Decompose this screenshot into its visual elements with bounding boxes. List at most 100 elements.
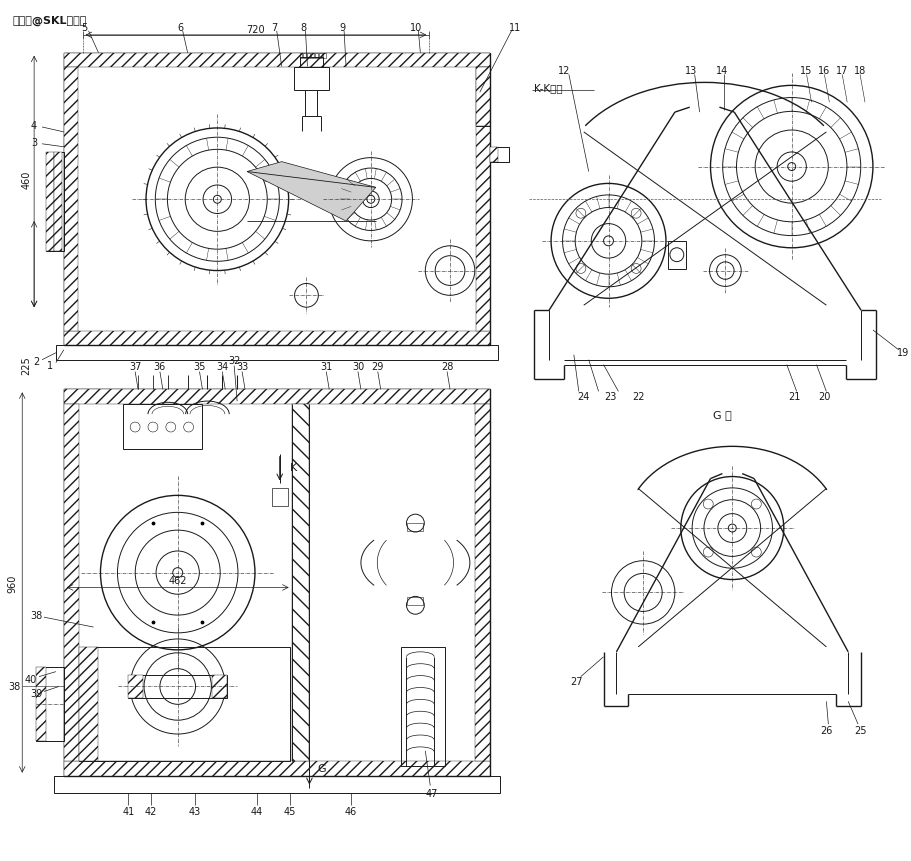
Bar (489, 147, 497, 163)
Text: 25: 25 (853, 725, 865, 735)
Text: G 面: G 面 (712, 410, 731, 419)
Text: 37: 37 (128, 362, 141, 371)
Bar (407, 598, 423, 605)
Text: 2: 2 (33, 356, 39, 366)
Text: 39: 39 (30, 689, 42, 698)
Bar (64, 331, 489, 345)
Text: 34: 34 (216, 362, 228, 371)
Bar (212, 675, 227, 698)
Text: 11: 11 (508, 23, 521, 33)
Bar (307, 53, 310, 59)
Text: 42: 42 (145, 807, 157, 816)
Bar (54, 776, 499, 794)
Bar (475, 405, 489, 761)
Text: 16: 16 (817, 65, 830, 76)
Bar (123, 405, 202, 449)
Text: 22: 22 (631, 392, 644, 402)
Text: 3: 3 (31, 138, 37, 147)
Polygon shape (247, 163, 375, 222)
Bar (64, 53, 489, 67)
Text: K: K (290, 462, 297, 472)
Text: G: G (317, 763, 325, 773)
Text: 31: 31 (320, 362, 332, 371)
Text: 23: 23 (604, 392, 616, 402)
Bar (54, 152, 62, 251)
Bar (64, 67, 77, 331)
Text: 43: 43 (189, 807, 200, 816)
Bar (36, 667, 64, 741)
Text: 21: 21 (788, 392, 800, 402)
Text: 35: 35 (193, 362, 206, 371)
Bar (303, 53, 306, 59)
Text: 1: 1 (46, 360, 53, 370)
Bar (78, 647, 290, 761)
Bar (46, 152, 64, 251)
Bar (667, 242, 685, 269)
Text: 15: 15 (800, 65, 812, 76)
Bar (476, 67, 489, 331)
Text: 19: 19 (896, 347, 907, 357)
Text: 搜狐号@SKL斯科勒: 搜狐号@SKL斯科勒 (13, 16, 87, 27)
Bar (299, 58, 322, 67)
Bar (407, 523, 423, 531)
Text: 9: 9 (339, 23, 344, 33)
Bar (56, 345, 497, 360)
Bar (64, 390, 489, 776)
Text: 38: 38 (30, 610, 42, 621)
Text: 46: 46 (344, 807, 357, 816)
Bar (64, 405, 78, 761)
Bar (322, 53, 326, 59)
Bar (311, 53, 314, 59)
Text: 6: 6 (178, 23, 183, 33)
Text: 28: 28 (440, 362, 453, 371)
Text: 38: 38 (8, 682, 20, 691)
Text: 4: 4 (31, 121, 37, 131)
Text: 10: 10 (410, 23, 422, 33)
Text: 40: 40 (25, 674, 37, 684)
Bar (489, 147, 509, 163)
Bar (128, 675, 227, 698)
Text: 5: 5 (81, 23, 87, 33)
Text: 460: 460 (21, 170, 31, 189)
Text: 44: 44 (251, 807, 262, 816)
Text: 960: 960 (7, 573, 17, 592)
Text: 24: 24 (577, 392, 589, 402)
Bar (400, 647, 445, 765)
Bar (64, 761, 489, 776)
Text: 14: 14 (715, 65, 728, 76)
Bar (128, 675, 143, 698)
Bar (271, 489, 287, 506)
Text: 17: 17 (835, 65, 847, 76)
Text: 7: 7 (271, 23, 278, 33)
Bar (46, 152, 54, 251)
Text: 26: 26 (819, 725, 832, 735)
Bar (36, 667, 46, 741)
Text: 32: 32 (228, 356, 241, 365)
Text: 45: 45 (283, 807, 295, 816)
Text: 462: 462 (169, 575, 187, 585)
Bar (476, 67, 489, 127)
Bar (319, 53, 322, 59)
Text: 41: 41 (122, 807, 134, 816)
Bar (64, 53, 489, 345)
Text: 47: 47 (425, 789, 438, 798)
Text: 30: 30 (352, 362, 363, 371)
Bar (78, 647, 98, 761)
Bar (292, 405, 309, 761)
Text: 225: 225 (21, 356, 31, 375)
Text: 18: 18 (853, 65, 865, 76)
Text: 12: 12 (558, 65, 569, 76)
Text: 720: 720 (246, 25, 265, 35)
Bar (315, 53, 318, 59)
Text: 27: 27 (570, 676, 582, 685)
Bar (293, 67, 329, 91)
Text: 36: 36 (154, 362, 166, 371)
Bar (476, 67, 489, 127)
Text: K-K截面: K-K截面 (534, 84, 562, 93)
Text: 29: 29 (371, 362, 384, 371)
Text: 13: 13 (684, 65, 696, 76)
Text: 20: 20 (817, 392, 830, 402)
Bar (64, 390, 489, 405)
Text: 8: 8 (300, 23, 306, 33)
Text: 33: 33 (236, 362, 248, 371)
